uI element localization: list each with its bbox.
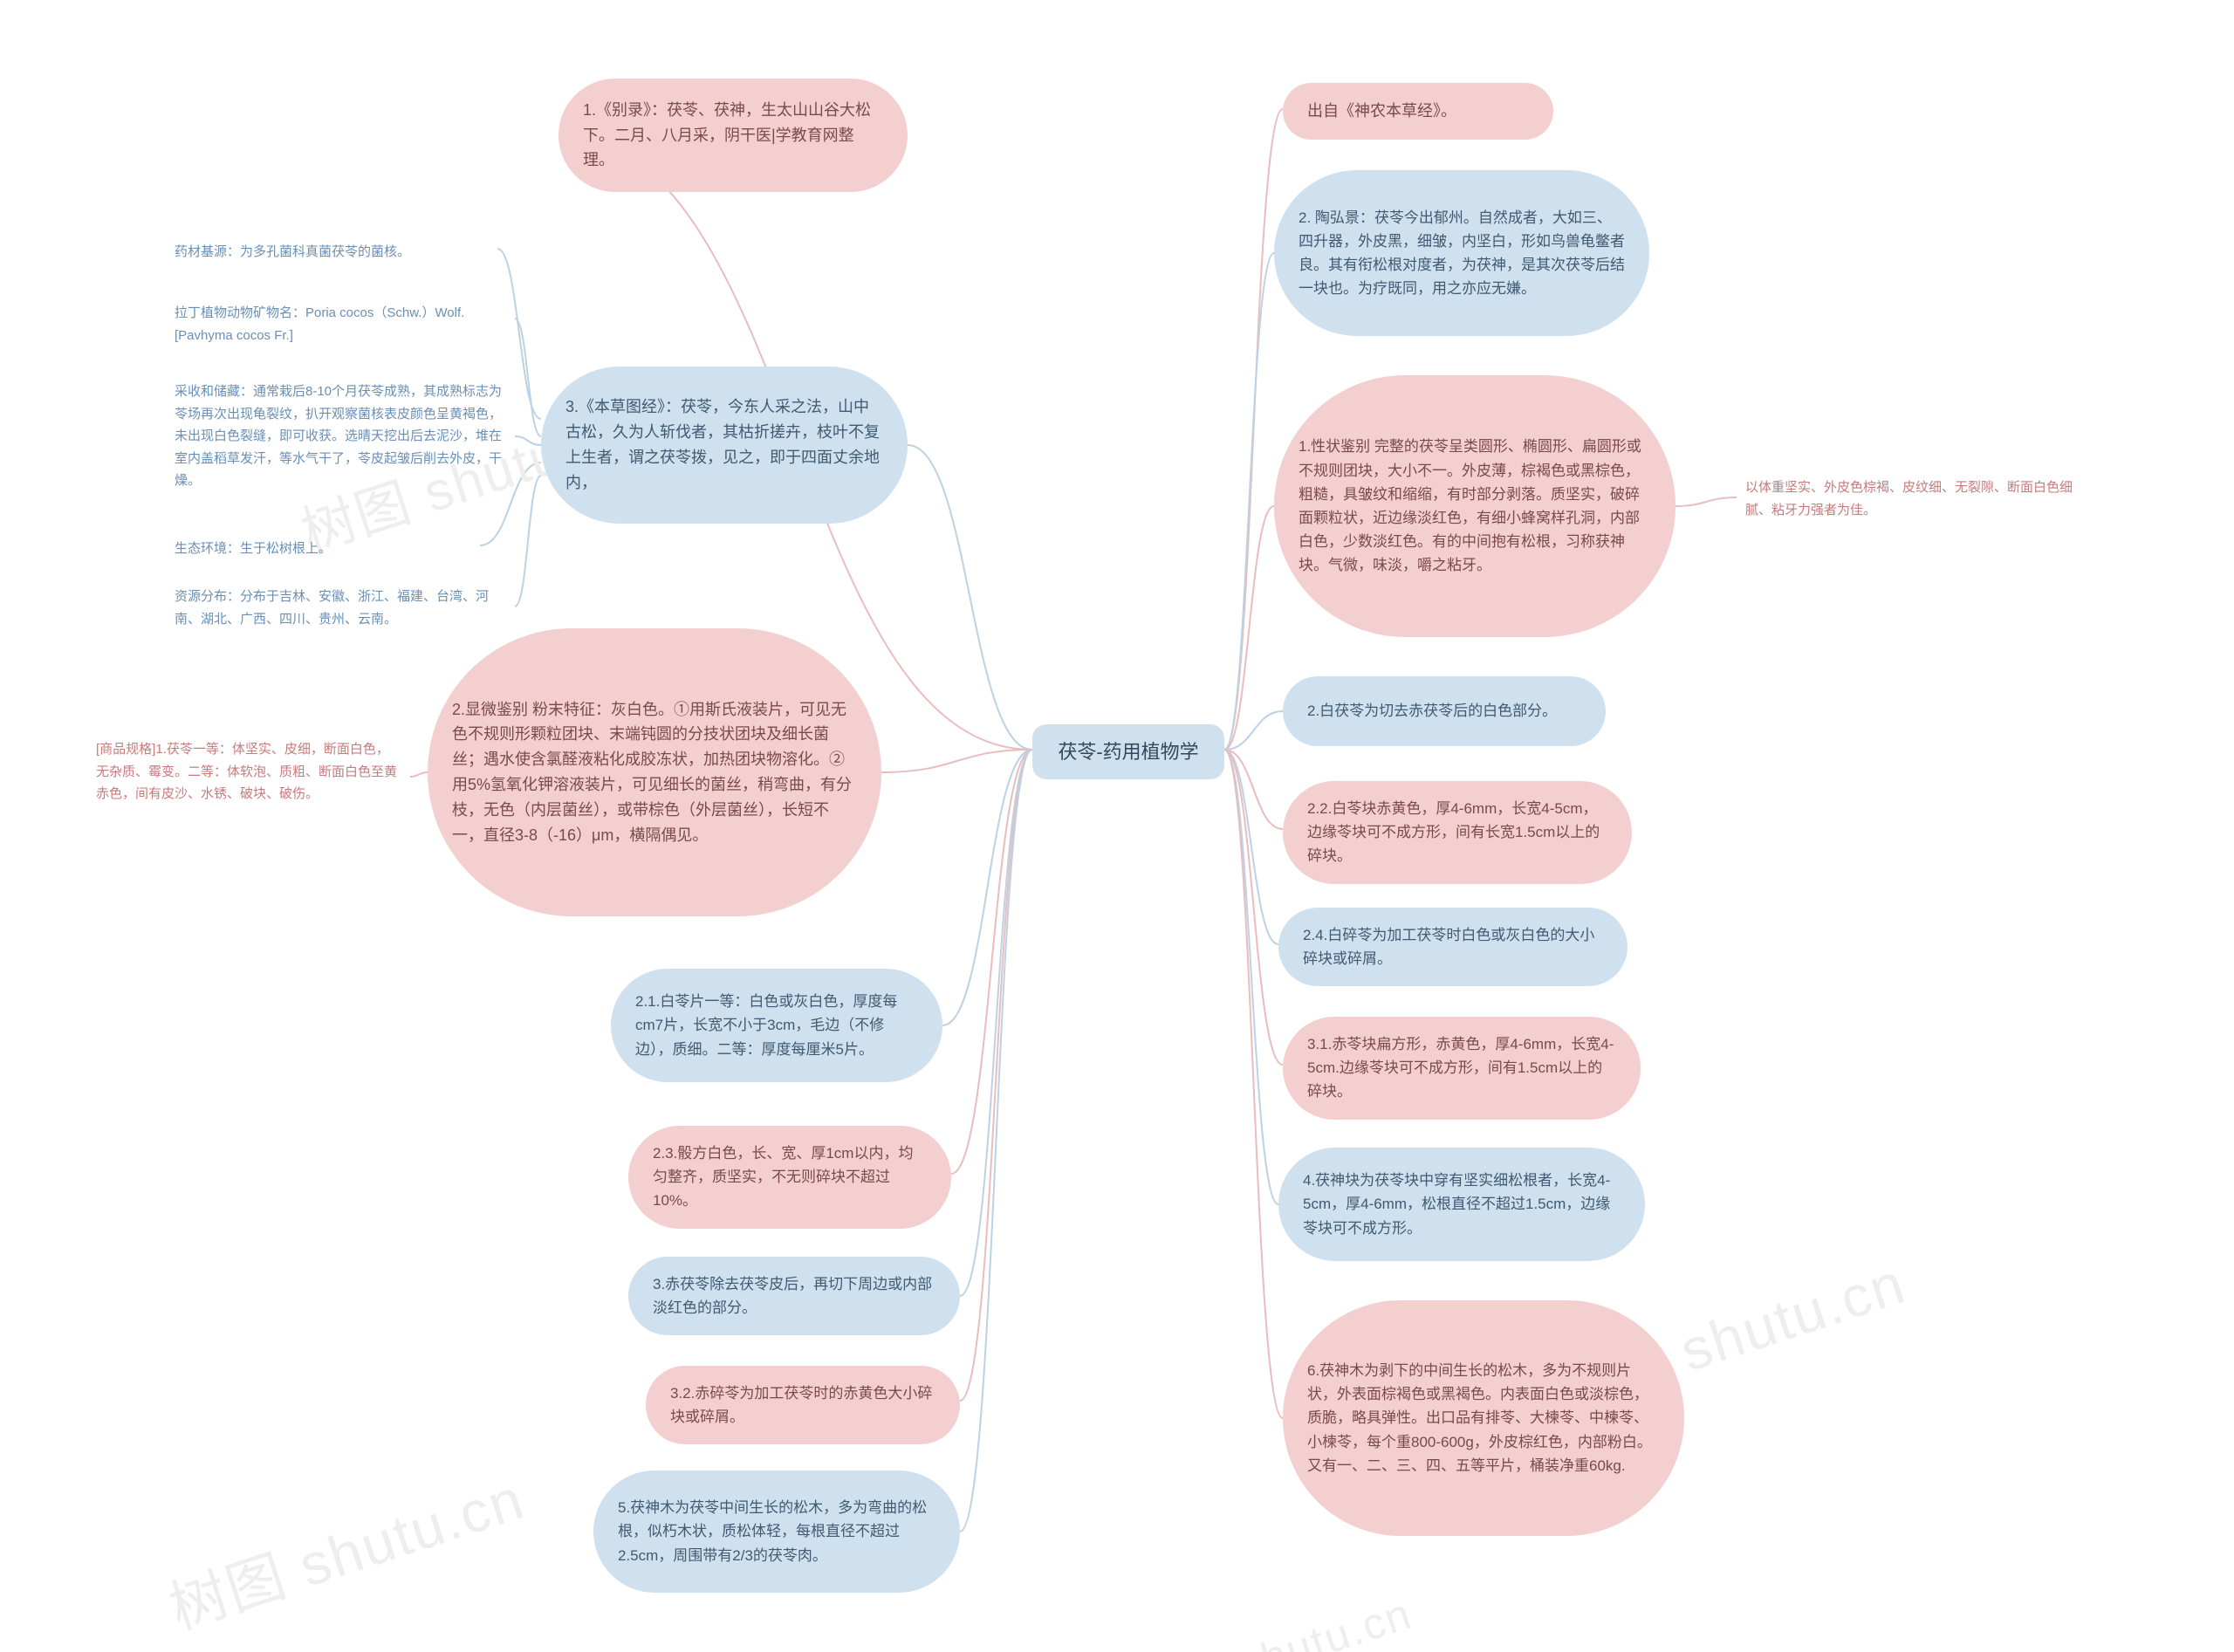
edge	[1224, 750, 1283, 1418]
annotation-text: 生态环境：生于松树根上。	[175, 541, 332, 556]
edge	[1224, 750, 1278, 1204]
edge	[1224, 750, 1283, 1065]
center-node: 茯苓-药用植物学	[1032, 724, 1224, 779]
edge	[960, 750, 1032, 1532]
node-text: 2.3.骰方白色，长、宽、厚1cm以内，均匀整齐，质坚实，不无则碎块不超过10%…	[653, 1141, 927, 1213]
edge	[960, 750, 1032, 1296]
annotation: 以体重坚实、外皮色棕褐、皮纹细、无裂隙、断面白色细腻、粘牙力强者为佳。	[1737, 471, 2086, 526]
node-text: 3.2.赤碎苓为加工茯苓时的赤黄色大小碎块或碎屑。	[670, 1381, 935, 1429]
annotation-text: [商品规格]1.茯苓一等：体坚实、皮细，断面白色，无杂质、霉变。二等：体软泡、质…	[96, 742, 397, 801]
edge	[960, 750, 1032, 1401]
node-text: 4.茯神块为茯苓块中穿有坚实细松根者，长宽4-5cm，厚4-6mm，松根直径不超…	[1303, 1169, 1621, 1240]
node-text: 3.1.赤苓块扁方形，赤黄色，厚4-6mm，长宽4-5cm.边缘苓块可不成方形，…	[1307, 1032, 1616, 1104]
node-text: 2.2.白苓块赤黄色，厚4-6mm，长宽4-5cm，边缘苓块可不成方形，间有长宽…	[1307, 797, 1607, 868]
annotation: [商品规格]1.茯苓一等：体坚实、皮细，断面白色，无杂质、霉变。二等：体软泡、质…	[87, 733, 410, 811]
annotation-text: 拉丁植物动物矿物名：Poria cocos（Schw.）Wolf.[Pavhym…	[175, 305, 464, 343]
branch-node: 3.《本草图经》：茯苓，今东人采之法，山中古松，久为人斩伐者，其枯折搓卉，枝叶不…	[541, 367, 908, 524]
branch-node: 2.显微鉴别 粉末特征：灰白色。①用斯氏液装片，可见无色不规则形颗粒团块、末端钝…	[428, 628, 881, 916]
node-text: 1.性状鉴别 完整的茯苓呈类圆形、椭圆形、扁圆形或不规则团块，大小不一。外皮薄，…	[1299, 435, 1651, 577]
annotation: 资源分布：分布于吉林、安徽、浙江、福建、台湾、河南、湖北、广西、四川、贵州、云南…	[166, 580, 515, 635]
edge	[1676, 497, 1737, 506]
branch-node: 6.茯神木为剥下的中间生长的松木，多为不规则片状，外表面棕褐色或黑褐色。内表面白…	[1283, 1300, 1684, 1536]
edge	[1224, 750, 1278, 944]
branch-node: 3.赤茯苓除去茯苓皮后，再切下周边或内部淡红色的部分。	[628, 1257, 960, 1335]
node-text: 2.显微鉴别 粉末特征：灰白色。①用斯氏液装片，可见无色不规则形颗粒团块、末端钝…	[452, 697, 857, 848]
mindmap-canvas: 树图 shutu.cn树图 shutu.cnshutu.cnshutu.cn茯苓…	[0, 0, 2234, 1652]
annotation-text: 药材基源：为多孔菌科真菌茯苓的菌核。	[175, 244, 410, 259]
edge	[1224, 711, 1283, 750]
branch-node: 2.1.白苓片一等：白色或灰白色，厚度每cm7片，长宽不小于3cm，毛边（不修边…	[611, 969, 942, 1082]
annotation: 拉丁植物动物矿物名：Poria cocos（Schw.）Wolf.[Pavhym…	[166, 297, 515, 352]
edge	[951, 750, 1032, 1174]
branch-node: 1.《别录》：茯苓、茯神，生太山山谷大松下。二月、八月采，阴干医|学教育网整理。	[558, 79, 908, 192]
node-text: 5.茯神木为茯苓中间生长的松木，多为弯曲的松根，似朽木状，质松体轻，每根直径不超…	[618, 1496, 935, 1567]
branch-node: 2.白茯苓为切去赤茯苓后的白色部分。	[1283, 676, 1606, 746]
edge	[1224, 253, 1274, 750]
node-text: 2.4.白碎苓为加工茯苓时白色或灰白色的大小碎块或碎屑。	[1303, 923, 1603, 970]
branch-node: 5.茯神木为茯苓中间生长的松木，多为弯曲的松根，似朽木状，质松体轻，每根直径不超…	[593, 1470, 960, 1593]
node-text: 出自《神农本草经》。	[1307, 99, 1529, 124]
edge	[1224, 109, 1283, 750]
watermark: shutu.cn	[1232, 1587, 1418, 1652]
node-text: 1.《别录》：茯苓、茯神，生太山山谷大松下。二月、八月采，阴干医|学教育网整理。	[583, 98, 883, 173]
node-text: 茯苓-药用植物学	[1052, 737, 1205, 767]
branch-node: 2. 陶弘景：茯苓今出郁州。自然成者，大如三、四升器，外皮黑，细皱，内坚白，形如…	[1274, 170, 1649, 336]
edge	[908, 445, 1032, 750]
annotation: 采收和储藏：通常栽后8-10个月茯苓成熟，其成熟标志为苓场再次出现龟裂纹，扒开观…	[166, 375, 515, 497]
annotation-text: 资源分布：分布于吉林、安徽、浙江、福建、台湾、河南、湖北、广西、四川、贵州、云南…	[175, 589, 489, 627]
edge	[410, 772, 428, 777]
node-text: 3.《本草图经》：茯苓，今东人采之法，山中古松，久为人斩伐者，其枯折搓卉，枝叶不…	[565, 394, 883, 495]
node-text: 2.1.白苓片一等：白色或灰白色，厚度每cm7片，长宽不小于3cm，毛边（不修边…	[635, 990, 918, 1061]
edge	[881, 750, 1032, 772]
annotation-text: 采收和储藏：通常栽后8-10个月茯苓成熟，其成熟标志为苓场再次出现龟裂纹，扒开观…	[175, 384, 502, 488]
edge	[515, 476, 541, 607]
branch-node: 3.1.赤苓块扁方形，赤黄色，厚4-6mm，长宽4-5cm.边缘苓块可不成方形，…	[1283, 1017, 1641, 1120]
annotation: 生态环境：生于松树根上。	[166, 532, 480, 566]
branch-node: 2.4.白碎苓为加工茯苓时白色或灰白色的大小碎块或碎屑。	[1278, 908, 1628, 986]
node-text: 6.茯神木为剥下的中间生长的松木，多为不规则片状，外表面棕褐色或黑褐色。内表面白…	[1307, 1359, 1660, 1477]
watermark: 树图 shutu.cn	[157, 1452, 533, 1646]
branch-node: 1.性状鉴别 完整的茯苓呈类圆形、椭圆形、扁圆形或不规则团块，大小不一。外皮薄，…	[1274, 375, 1676, 637]
annotation-text: 以体重坚实、外皮色棕褐、皮纹细、无裂隙、断面白色细腻、粘牙力强者为佳。	[1745, 480, 2073, 518]
edge	[1224, 506, 1274, 750]
watermark: shutu.cn	[1673, 1250, 1914, 1384]
branch-node: 出自《神农本草经》。	[1283, 83, 1553, 140]
edge	[515, 436, 541, 445]
branch-node: 3.2.赤碎苓为加工茯苓时的赤黄色大小碎块或碎屑。	[646, 1366, 960, 1444]
edge	[1224, 750, 1283, 829]
branch-node: 2.3.骰方白色，长、宽、厚1cm以内，均匀整齐，质坚实，不无则碎块不超过10%…	[628, 1126, 951, 1229]
annotation: 药材基源：为多孔菌科真菌茯苓的菌核。	[166, 236, 497, 269]
edge	[942, 750, 1032, 1025]
node-text: 2. 陶弘景：茯苓今出郁州。自然成者，大如三、四升器，外皮黑，细皱，内坚白，形如…	[1299, 206, 1625, 301]
branch-node: 2.2.白苓块赤黄色，厚4-6mm，长宽4-5cm，边缘苓块可不成方形，间有长宽…	[1283, 781, 1632, 884]
node-text: 3.赤茯苓除去茯苓皮后，再切下周边或内部淡红色的部分。	[653, 1272, 935, 1320]
node-text: 2.白茯苓为切去赤茯苓后的白色部分。	[1307, 699, 1581, 723]
branch-node: 4.茯神块为茯苓块中穿有坚实细松根者，长宽4-5cm，厚4-6mm，松根直径不超…	[1278, 1148, 1645, 1261]
edge	[515, 319, 541, 436]
